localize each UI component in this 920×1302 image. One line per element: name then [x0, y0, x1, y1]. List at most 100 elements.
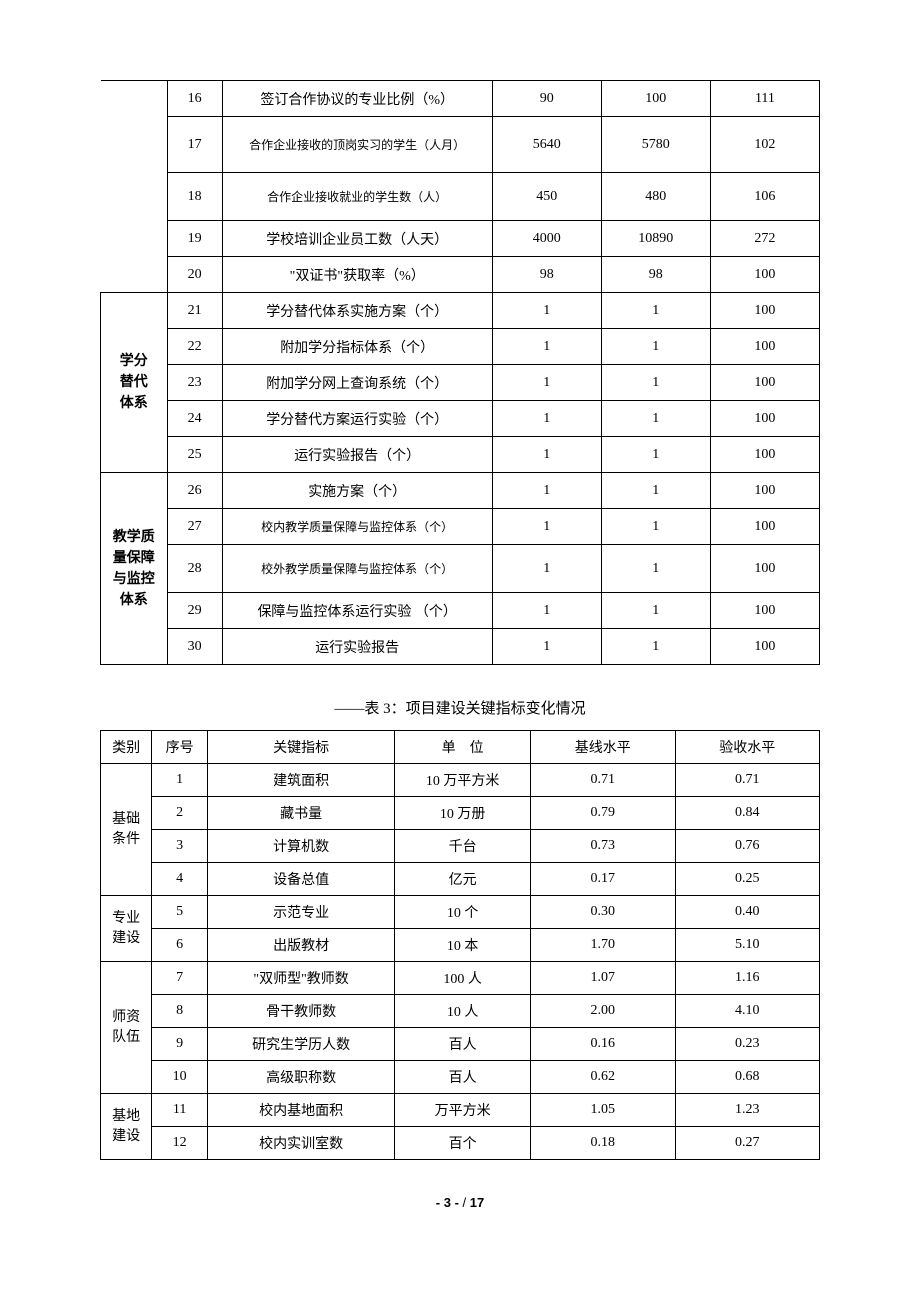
- page-total: 17: [470, 1195, 484, 1210]
- cell-index: 29: [167, 593, 222, 629]
- table-row: 4设备总值亿元0.170.25: [101, 863, 820, 896]
- cell-v1: 98: [492, 257, 601, 293]
- cell-acceptance: 4.10: [675, 995, 819, 1028]
- cell-unit: 10 本: [395, 929, 531, 962]
- page-sep: /: [459, 1195, 470, 1210]
- cell-indicator: 出版教材: [207, 929, 394, 962]
- table-row: 教学质量保障与监控体系26实施方案（个）11100: [101, 473, 820, 509]
- cell-baseline: 0.18: [531, 1127, 675, 1160]
- table-row: 2藏书量10 万册0.790.84: [101, 797, 820, 830]
- cell-v3: 100: [710, 293, 819, 329]
- th-index: 序号: [152, 731, 208, 764]
- cell-indicator: 附加学分指标体系（个）: [222, 329, 492, 365]
- table-row: 学分替代体系21学分替代体系实施方案（个）11100: [101, 293, 820, 329]
- cell-index: 25: [167, 437, 222, 473]
- cell-baseline: 0.16: [531, 1028, 675, 1061]
- cell-v2: 1: [601, 593, 710, 629]
- cell-indicator: "双证书"获取率（%）: [222, 257, 492, 293]
- table3-header-row: 类别 序号 关键指标 单 位 基线水平 验收水平: [101, 731, 820, 764]
- cell-v1: 1: [492, 545, 601, 593]
- cell-v1: 90: [492, 81, 601, 117]
- cell-v3: 100: [710, 593, 819, 629]
- table-row: 3计算机数千台0.730.76: [101, 830, 820, 863]
- table-row: 基础条件1建筑面积10 万平方米0.710.71: [101, 764, 820, 797]
- cell-index: 12: [152, 1127, 208, 1160]
- table-row: 基地建设11校内基地面积万平方米1.051.23: [101, 1094, 820, 1127]
- table-row: 24学分替代方案运行实验（个）11100: [101, 401, 820, 437]
- cell-unit: 百个: [395, 1127, 531, 1160]
- cell-v3: 100: [710, 365, 819, 401]
- cell-baseline: 0.62: [531, 1061, 675, 1094]
- table-row: 25运行实验报告（个）11100: [101, 437, 820, 473]
- th-baseline: 基线水平: [531, 731, 675, 764]
- table-row: 8骨干教师数10 人2.004.10: [101, 995, 820, 1028]
- table-row: 6出版教材10 本1.705.10: [101, 929, 820, 962]
- table-1: 16签订合作协议的专业比例（%）9010011117合作企业接收的顶岗实习的学生…: [100, 80, 820, 665]
- cell-index: 26: [167, 473, 222, 509]
- cell-unit: 千台: [395, 830, 531, 863]
- table-row: 师资队伍7"双师型"教师数100 人1.071.16: [101, 962, 820, 995]
- cell-index: 6: [152, 929, 208, 962]
- cell-baseline: 0.17: [531, 863, 675, 896]
- cell-v1: 1: [492, 293, 601, 329]
- table-row: 30运行实验报告11100: [101, 629, 820, 665]
- table-3: 类别 序号 关键指标 单 位 基线水平 验收水平 基础条件1建筑面积10 万平方…: [100, 730, 820, 1160]
- cell-index: 4: [152, 863, 208, 896]
- cell-acceptance: 0.84: [675, 797, 819, 830]
- th-acceptance: 验收水平: [675, 731, 819, 764]
- cell-v3: 100: [710, 509, 819, 545]
- cell-acceptance: 0.27: [675, 1127, 819, 1160]
- cell-unit: 100 人: [395, 962, 531, 995]
- cell-v3: 100: [710, 437, 819, 473]
- cell-baseline: 0.79: [531, 797, 675, 830]
- cell-baseline: 2.00: [531, 995, 675, 1028]
- cell-acceptance: 1.23: [675, 1094, 819, 1127]
- cell-indicator: 校外教学质量保障与监控体系（个）: [222, 545, 492, 593]
- th-unit: 单 位: [395, 731, 531, 764]
- cell-v1: 1: [492, 629, 601, 665]
- cell-index: 27: [167, 509, 222, 545]
- table-row: 20"双证书"获取率（%）9898100: [101, 257, 820, 293]
- cell-v3: 100: [710, 629, 819, 665]
- cell-v1: 1: [492, 473, 601, 509]
- table-row: 10高级职称数百人0.620.68: [101, 1061, 820, 1094]
- cell-unit: 百人: [395, 1028, 531, 1061]
- cell-v1: 5640: [492, 117, 601, 173]
- cell-indicator: 研究生学历人数: [207, 1028, 394, 1061]
- group-label: 基础条件: [101, 764, 152, 896]
- cell-v3: 100: [710, 329, 819, 365]
- cell-v2: 1: [601, 509, 710, 545]
- cell-unit: 10 人: [395, 995, 531, 1028]
- cell-index: 16: [167, 81, 222, 117]
- cell-index: 24: [167, 401, 222, 437]
- page-current: - 3 -: [436, 1195, 459, 1210]
- cell-unit: 10 万平方米: [395, 764, 531, 797]
- cell-v1: 1: [492, 593, 601, 629]
- table-row: 27校内教学质量保障与监控体系（个）11100: [101, 509, 820, 545]
- cell-acceptance: 5.10: [675, 929, 819, 962]
- cell-v3: 102: [710, 117, 819, 173]
- cell-acceptance: 0.25: [675, 863, 819, 896]
- cell-v2: 10890: [601, 221, 710, 257]
- group-label: 学分替代体系: [101, 293, 168, 473]
- group-label: [101, 81, 168, 293]
- cell-index: 18: [167, 173, 222, 221]
- cell-unit: 10 万册: [395, 797, 531, 830]
- cell-index: 23: [167, 365, 222, 401]
- cell-indicator: 合作企业接收就业的学生数（人）: [222, 173, 492, 221]
- cell-v2: 100: [601, 81, 710, 117]
- table-row: 29保障与监控体系运行实验 （个）11100: [101, 593, 820, 629]
- cell-baseline: 1.07: [531, 962, 675, 995]
- cell-indicator: 保障与监控体系运行实验 （个）: [222, 593, 492, 629]
- cell-indicator: 设备总值: [207, 863, 394, 896]
- cell-baseline: 0.71: [531, 764, 675, 797]
- cell-indicator: 实施方案（个）: [222, 473, 492, 509]
- cell-indicator: 学分替代方案运行实验（个）: [222, 401, 492, 437]
- group-label: 基地建设: [101, 1094, 152, 1160]
- table-row: 28校外教学质量保障与监控体系（个）11100: [101, 545, 820, 593]
- table-row: 19学校培训企业员工数（人天）400010890272: [101, 221, 820, 257]
- cell-baseline: 0.73: [531, 830, 675, 863]
- cell-indicator: 校内基地面积: [207, 1094, 394, 1127]
- cell-index: 7: [152, 962, 208, 995]
- cell-index: 10: [152, 1061, 208, 1094]
